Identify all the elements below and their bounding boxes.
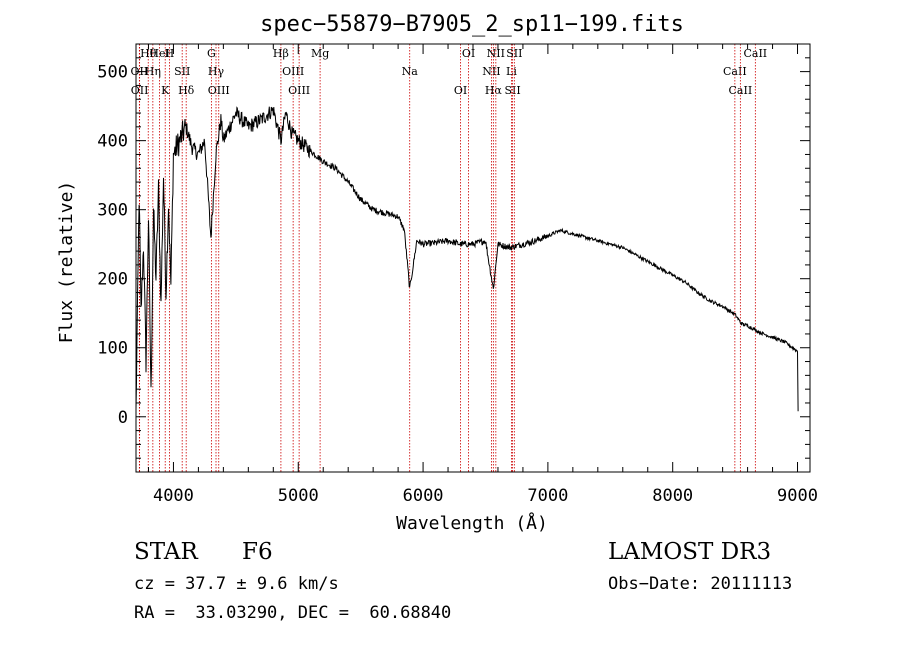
- line-label: NII: [482, 65, 500, 78]
- line-label: CaII: [729, 84, 753, 97]
- line-label: Mg: [311, 47, 329, 60]
- x-axis-label: Wavelength (Å): [396, 512, 548, 534]
- line-label: SII: [174, 65, 190, 78]
- line-label: OII: [131, 84, 149, 97]
- line-label: NII: [487, 47, 505, 60]
- obs-date: Obs−Date: 20111113: [608, 574, 793, 594]
- line-label: H: [165, 47, 175, 60]
- x-tick-label: 7000: [527, 486, 568, 506]
- line-label: Hδ: [178, 84, 195, 97]
- y-axis-label: Flux (relative): [56, 181, 77, 344]
- flux-series: [135, 106, 799, 412]
- line-label: SII: [506, 47, 522, 60]
- line-label: G: [207, 47, 216, 60]
- x-tick-label: 8000: [652, 486, 693, 506]
- x-axis: 4000 5000 6000 7000 8000 9000: [147, 44, 818, 506]
- object-class: STAR: [134, 539, 198, 565]
- line-label: Hη: [145, 65, 161, 78]
- line-label: HeI: [149, 47, 169, 60]
- y-tick-label: 200: [97, 270, 128, 290]
- line-label: Na: [402, 65, 419, 78]
- survey-label: LAMOST DR3: [608, 539, 772, 565]
- y-tick-label: 0: [118, 408, 128, 428]
- line-label: CaII: [743, 47, 767, 60]
- line-label: Li: [506, 65, 517, 78]
- y-tick-label: 300: [97, 201, 128, 221]
- y-tick-label: 400: [97, 132, 128, 152]
- y-tick-label: 100: [97, 339, 128, 359]
- emission-lines: HθOIIOIIHeIHηKHSIIHδGHγOIIIHβOIIIOIIIMgN…: [131, 44, 767, 472]
- y-axis: 0 100 200 300 400 500: [97, 57, 810, 459]
- line-label: OIII: [288, 84, 310, 97]
- line-label: K: [161, 84, 170, 97]
- line-label: SII: [504, 84, 520, 97]
- chart-title: spec−55879−B7905_2_sp11−199.fits: [260, 12, 684, 37]
- x-tick-label: 9000: [777, 486, 818, 506]
- line-label: Hβ: [273, 47, 289, 60]
- line-label: OI: [462, 47, 475, 60]
- y-tick-label: 500: [97, 63, 128, 83]
- x-tick-label: 4000: [153, 486, 194, 506]
- line-label: OI: [454, 84, 467, 97]
- flux-line: [135, 106, 799, 412]
- x-tick-label: 6000: [403, 486, 444, 506]
- x-tick-label: 5000: [278, 486, 319, 506]
- line-label: Hα: [485, 84, 503, 97]
- line-label: Hγ: [208, 65, 225, 78]
- coordinates: RA = 33.03290, DEC = 60.68840: [134, 603, 452, 623]
- subclass: F6: [242, 539, 273, 565]
- redshift-readout: cz = 37.7 ± 9.6 km/s: [134, 574, 339, 594]
- line-label: CaII: [723, 65, 747, 78]
- line-label: OIII: [282, 65, 304, 78]
- line-label: OIII: [208, 84, 230, 97]
